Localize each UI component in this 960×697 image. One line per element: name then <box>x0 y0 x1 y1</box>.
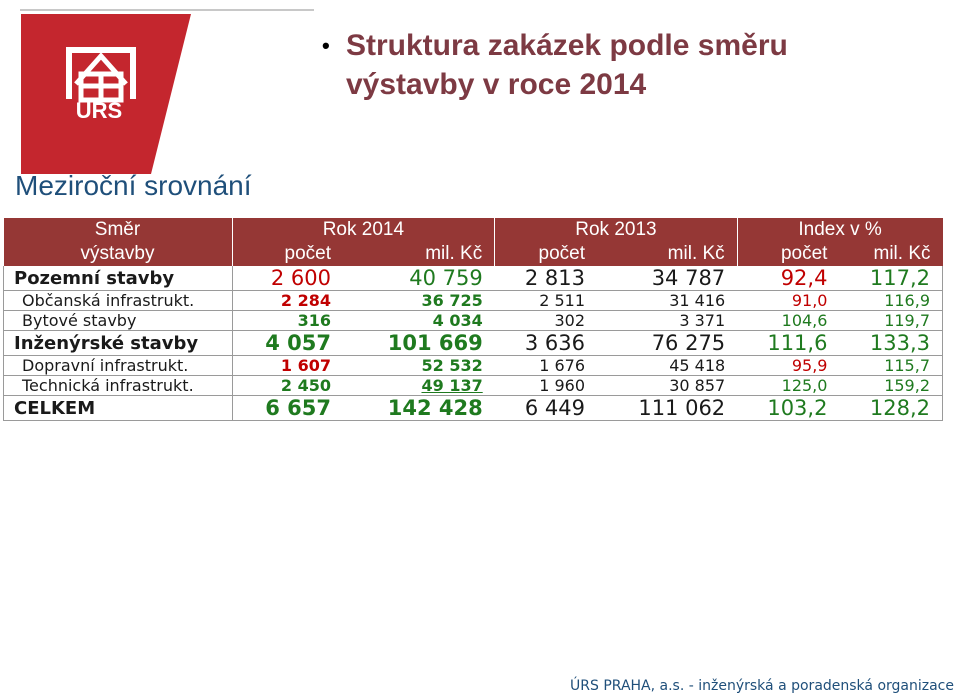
cell-value: 34 787 <box>597 266 738 291</box>
cell-value: 52 532 <box>343 355 495 376</box>
logo-text: ÚRS <box>76 98 122 123</box>
table-row: Technická infrastrukt. 2 450 49 137 1 96… <box>3 375 944 396</box>
cell-value: 1 676 <box>494 355 597 376</box>
header-col-pocet: počet <box>736 242 840 266</box>
urs-logo: ÚRS <box>21 14 191 174</box>
cell-value: 4 034 <box>343 310 495 331</box>
header-col-mil: mil. Kč <box>597 242 738 266</box>
subtitle: Meziroční srovnání <box>15 170 252 201</box>
cell-value: 111 062 <box>597 395 738 421</box>
cell-value: 95,9 <box>737 355 840 376</box>
table-row-total: CELKEM 6 657 142 428 6 449 111 062 103,2… <box>3 395 944 421</box>
cell-value: 49 137 <box>343 375 495 396</box>
title-line-2: výstavby v roce 2014 <box>346 68 647 101</box>
row-label: Občanská infrastrukt. <box>3 290 233 311</box>
header-year-2014: Rok 2014 <box>231 218 495 242</box>
cell-value: 128,2 <box>839 395 944 421</box>
cell-value: 142 428 <box>343 395 495 421</box>
header-col-pocet: počet <box>494 242 597 266</box>
row-label: Bytové stavby <box>3 310 233 331</box>
header-col-mil: mil. Kč <box>343 242 495 266</box>
table-row: Občanská infrastrukt. 2 284 36 725 2 511… <box>3 290 944 311</box>
cell-value: 91,0 <box>737 290 840 311</box>
row-label: CELKEM <box>3 395 233 421</box>
row-label: Technická infrastrukt. <box>3 375 233 396</box>
bullet-icon: • <box>322 33 330 58</box>
cell-value: 3 636 <box>494 330 597 356</box>
table-row: Pozemní stavby 2 600 40 759 2 813 34 787… <box>3 266 944 291</box>
cell-value: 31 416 <box>597 290 738 311</box>
cell-value: 316 <box>232 310 343 331</box>
comparison-table: Směr výstavby Rok 2014 Rok 2013 Index v … <box>3 218 944 421</box>
cell-value: 302 <box>494 310 597 331</box>
table-header-years: Směr výstavby Rok 2014 Rok 2013 Index v … <box>3 218 943 266</box>
row-label: Pozemní stavby <box>3 266 233 291</box>
cell-value: 2 813 <box>494 266 597 291</box>
cell-value: 103,2 <box>737 395 840 421</box>
header-smer-line-2: výstavby <box>80 243 155 264</box>
header-index: Index v % <box>736 218 943 242</box>
header-col-mil: mil. Kč <box>839 242 943 266</box>
cell-value: 40 759 <box>343 266 495 291</box>
table-header-units: počet mil. Kč počet mil. Kč počet mil. K… <box>4 242 943 266</box>
cell-value: 92,4 <box>737 266 840 291</box>
cell-value: 159,2 <box>839 375 944 396</box>
cell-value: 117,2 <box>839 266 944 291</box>
table-row: Inženýrské stavby 4 057 101 669 3 636 76… <box>3 330 944 356</box>
table-row: Dopravní infrastrukt. 1 607 52 532 1 676… <box>3 355 944 376</box>
cell-value: 30 857 <box>597 375 738 396</box>
header-col-pocet: počet <box>231 242 343 266</box>
cell-value: 6 449 <box>494 395 597 421</box>
header-smer-line-1: Směr <box>94 219 141 240</box>
table-row: Bytové stavby 316 4 034 302 3 371 104,6 … <box>3 310 944 331</box>
footer-text: ÚRS PRAHA, a.s. - inženýrská a poradensk… <box>570 678 954 694</box>
top-divider-line <box>20 9 314 11</box>
cell-value: 3 371 <box>597 310 738 331</box>
cell-value: 104,6 <box>737 310 840 331</box>
cell-value: 116,9 <box>839 290 944 311</box>
cell-value: 2 284 <box>232 290 343 311</box>
header-smer: Směr výstavby <box>3 218 233 266</box>
cell-value: 4 057 <box>232 330 343 356</box>
row-label: Dopravní infrastrukt. <box>3 355 233 376</box>
title-line-1: Struktura zakázek podle směru <box>346 29 788 62</box>
cell-value: 115,7 <box>839 355 944 376</box>
cell-value: 111,6 <box>737 330 840 356</box>
cell-value: 1 607 <box>232 355 343 376</box>
header-year-2013: Rok 2013 <box>494 218 738 242</box>
cell-value: 1 960 <box>494 375 597 396</box>
cell-value: 2 450 <box>232 375 343 396</box>
row-label: Inženýrské stavby <box>3 330 233 356</box>
cell-value: 6 657 <box>232 395 343 421</box>
cell-value: 2 600 <box>232 266 343 291</box>
cell-value: 133,3 <box>839 330 944 356</box>
cell-value: 125,0 <box>737 375 840 396</box>
cell-value: 45 418 <box>597 355 738 376</box>
cell-value: 101 669 <box>343 330 495 356</box>
cell-value: 119,7 <box>839 310 944 331</box>
cell-value: 36 725 <box>343 290 495 311</box>
cell-value: 76 275 <box>597 330 738 356</box>
slide-title: • Struktura zakázek podle směru výstavby… <box>322 26 788 104</box>
cell-value: 2 511 <box>494 290 597 311</box>
